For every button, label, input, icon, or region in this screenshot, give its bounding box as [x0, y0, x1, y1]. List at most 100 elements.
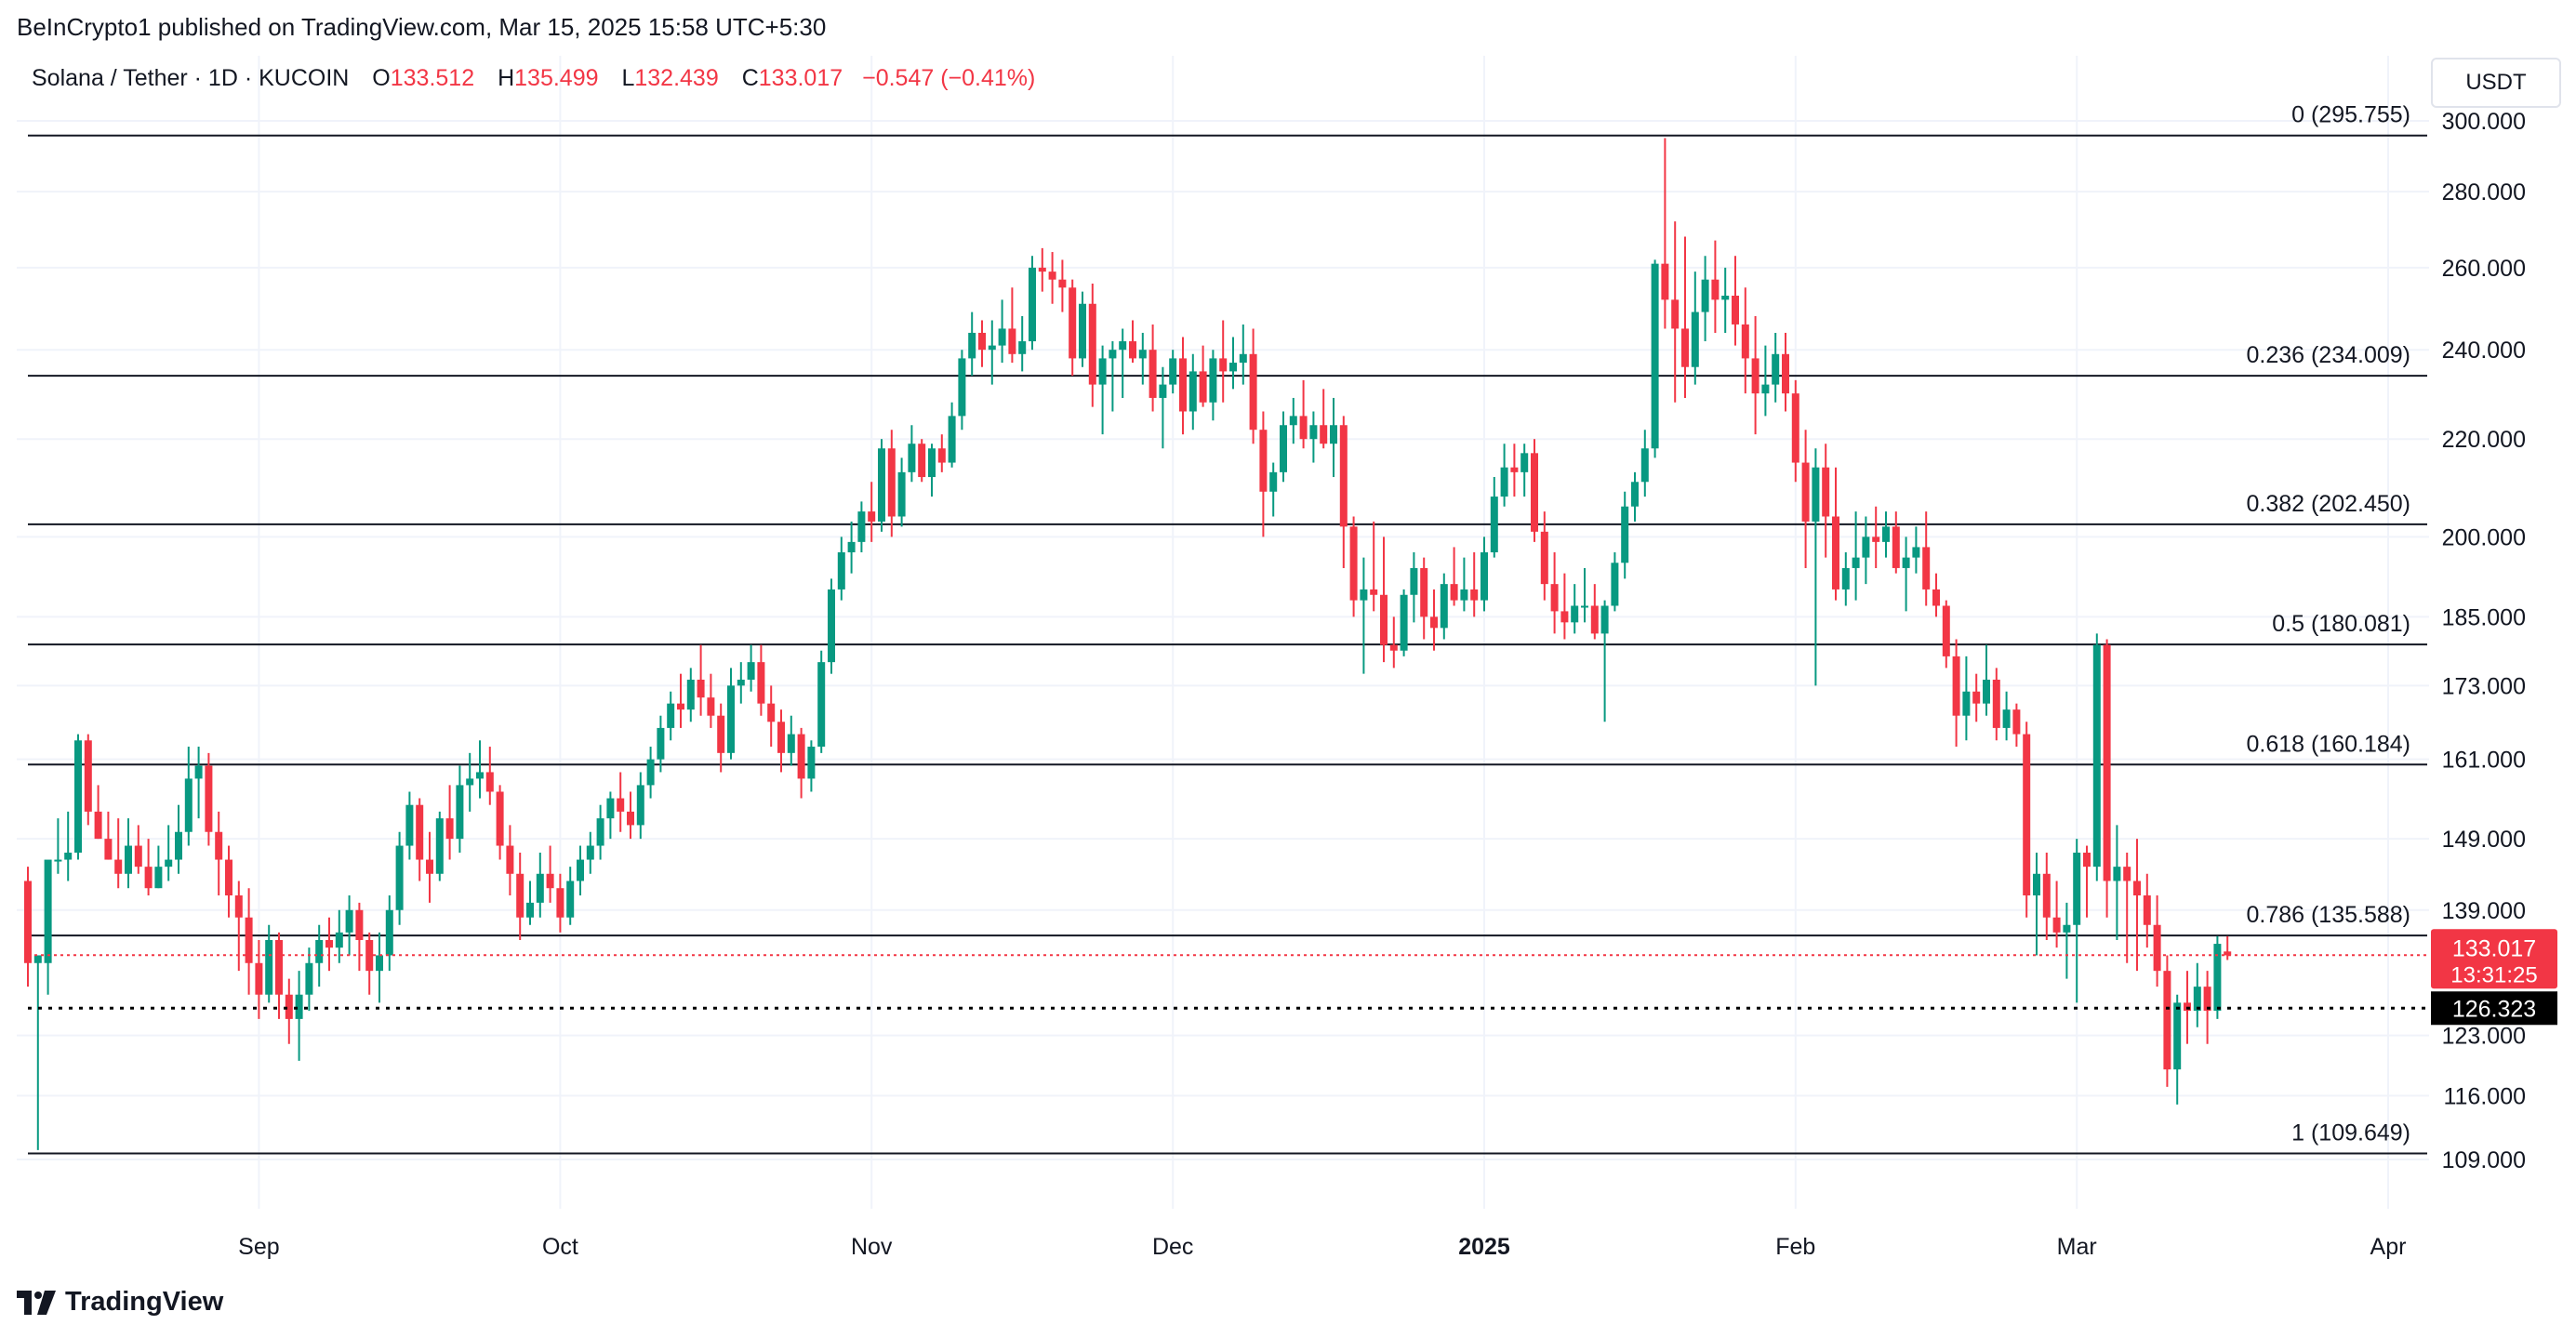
candle-up	[1309, 411, 1318, 463]
candle-body	[2073, 853, 2081, 925]
candle-body	[33, 955, 42, 963]
symbol-name[interactable]: Solana / Tether · 1D · KUCOIN	[32, 65, 350, 91]
candle-body	[1772, 353, 1780, 385]
candle-body	[1360, 589, 1368, 601]
candle-up	[476, 740, 484, 799]
y-tick-label: 109.000	[2442, 1147, 2526, 1173]
candle-down	[887, 430, 896, 537]
candle-up	[1289, 397, 1297, 444]
candle-body	[426, 859, 433, 874]
candle-body	[777, 722, 785, 753]
candle-up	[2063, 902, 2071, 979]
candle-up	[998, 299, 1006, 364]
y-tick-label: 220.000	[2442, 427, 2526, 453]
currency-button[interactable]: USDT	[2431, 58, 2561, 108]
candle-down	[485, 747, 494, 805]
candle-up	[1691, 272, 1699, 385]
candle-body	[506, 845, 514, 874]
open-value: 133.512	[390, 65, 475, 91]
candle-down	[2123, 853, 2131, 963]
candle-body	[2052, 917, 2061, 933]
candle-up	[295, 971, 303, 1061]
candle-body	[1510, 467, 1519, 472]
candle-down	[516, 853, 524, 940]
candle-up	[1460, 557, 1468, 612]
candle-body	[2063, 924, 2071, 933]
candle-down	[1791, 379, 1799, 483]
candle-up	[646, 747, 655, 799]
y-tick-label: 200.000	[2442, 524, 2526, 550]
candle-body	[1581, 605, 1588, 608]
candle-body	[667, 703, 675, 728]
candle-body	[1621, 506, 1629, 563]
candle-down	[627, 791, 634, 840]
candle-body	[2133, 881, 2141, 896]
candle-down	[677, 673, 684, 728]
candle-body	[1922, 547, 1931, 590]
candle-up	[807, 740, 816, 792]
candle-up	[2033, 853, 2040, 956]
candle-body	[1791, 393, 1799, 463]
candle-body	[1069, 287, 1077, 359]
tradingview-logo-icon	[17, 1290, 56, 1315]
candle-up	[908, 425, 916, 483]
candle-body	[998, 328, 1006, 346]
candle-body	[636, 785, 644, 826]
candle-body	[2173, 1002, 2182, 1070]
candle-body	[828, 589, 835, 663]
candle-up	[64, 811, 73, 881]
candle-up	[526, 881, 534, 925]
candle-down	[1952, 639, 1960, 748]
candle-down	[134, 825, 142, 874]
candle-body	[617, 798, 625, 812]
candle-body	[1500, 467, 1508, 497]
candle-body	[1701, 279, 1709, 312]
candle-body	[285, 994, 293, 1019]
candle-up	[1520, 444, 1529, 497]
candle-down	[365, 932, 374, 995]
candle-body	[2224, 951, 2232, 956]
candle-up	[435, 811, 444, 881]
candle-down	[767, 685, 776, 748]
candle-up	[1600, 600, 1609, 722]
publisher-line: BeInCrypto1 published on TradingView.com…	[17, 13, 827, 41]
candle-body	[556, 888, 564, 918]
candle-up	[1882, 511, 1890, 558]
candle-body	[315, 939, 324, 963]
candle-body	[445, 818, 454, 840]
candle-body	[1761, 384, 1770, 394]
y-axis: 300.000 280.000 260.000 240.000 220.000 200.0…	[2442, 109, 2526, 1173]
candle-up	[1962, 656, 1971, 741]
candle-down	[1219, 320, 1228, 403]
candle-down	[937, 434, 946, 472]
candle-down	[1249, 328, 1257, 444]
candle-up	[2073, 839, 2081, 1003]
candle-up	[636, 772, 644, 840]
candle-body	[606, 798, 615, 819]
candle-up	[536, 853, 544, 918]
candle-down	[1129, 320, 1136, 364]
candle-body	[787, 734, 795, 753]
candle-up	[2173, 994, 2182, 1105]
candle-body	[435, 818, 444, 874]
candle-up	[74, 734, 82, 860]
countdown-label: 13:31:25	[2450, 962, 2537, 987]
candle-body	[516, 873, 524, 918]
candle-down	[2023, 722, 2031, 918]
y-tick-label: 139.000	[2442, 898, 2526, 924]
candle-up	[1440, 573, 1448, 640]
candle-body	[2083, 853, 2091, 868]
candle-body	[2203, 987, 2211, 1012]
candle-up	[184, 747, 193, 846]
candle-up	[1983, 644, 1990, 716]
candle-up	[1229, 337, 1237, 390]
candle-body	[868, 511, 876, 522]
candle-body	[1812, 467, 1820, 522]
fib-level-label: 0.5 (180.081)	[2272, 611, 2410, 637]
footer-brand[interactable]: TradingView	[17, 1287, 223, 1318]
candle-up	[385, 895, 393, 972]
candle-down	[2083, 845, 2091, 918]
candle-body	[677, 703, 684, 710]
